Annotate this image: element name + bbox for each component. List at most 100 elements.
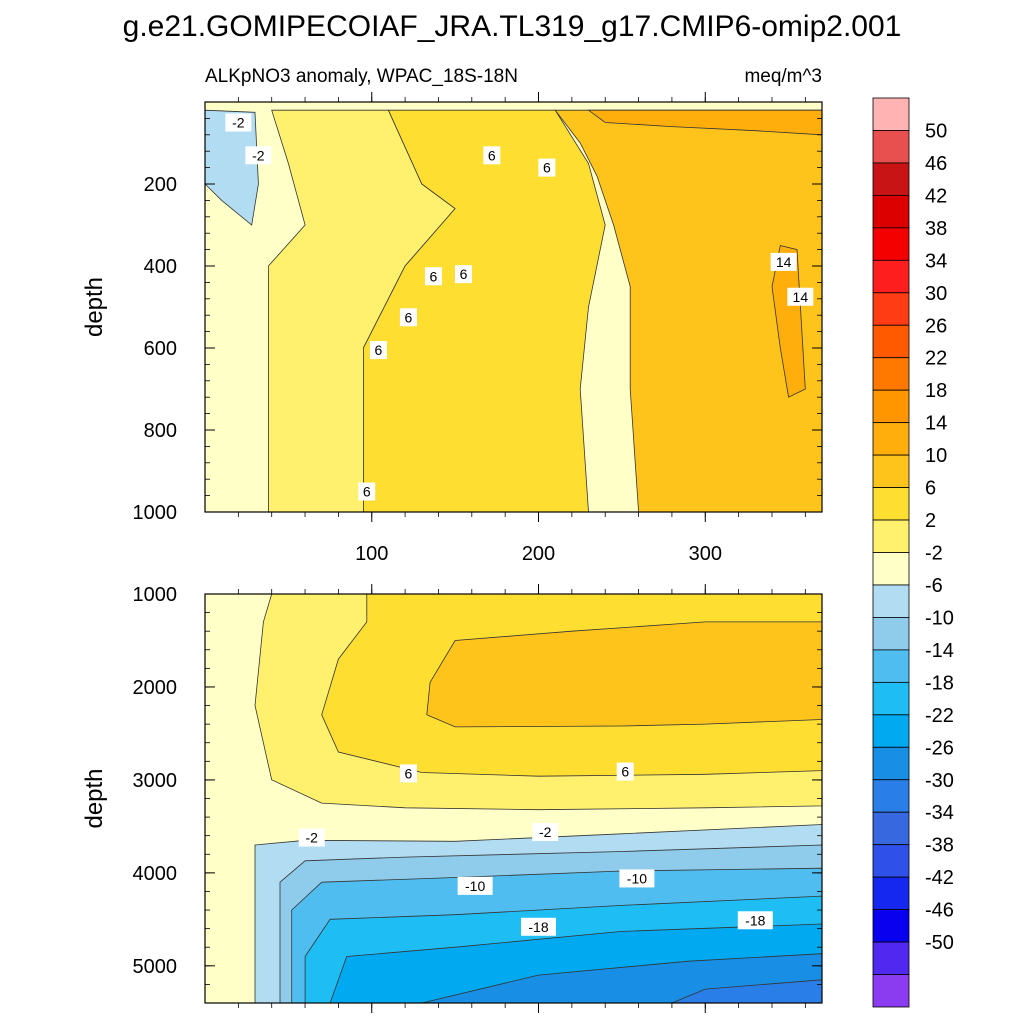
- contour-label: 6: [405, 765, 413, 781]
- colorbar-swatch: [872, 681, 910, 716]
- y-tick-label: 3000: [133, 770, 178, 792]
- subtitle-left: ALKpNO3 anomaly, WPAC_18S-18N: [205, 66, 518, 87]
- colorbar-swatch: [872, 162, 910, 196]
- colorbar-swatch: [872, 909, 910, 943]
- y-tick-label: 2000: [133, 677, 178, 699]
- contour-region: [771, 245, 806, 398]
- colorbar-swatch: [872, 779, 910, 813]
- contour-label: 14: [793, 289, 809, 305]
- contour-label-bg: [358, 482, 376, 501]
- contour-region: [587, 109, 822, 136]
- colorbar-label: -46: [925, 900, 954, 922]
- colorbar-label: 14: [925, 413, 947, 435]
- colorbar-swatch: [872, 519, 910, 553]
- contour-label: 6: [363, 484, 371, 500]
- colorbar-swatch: [872, 259, 910, 294]
- contour-label: -2: [539, 824, 552, 840]
- contour-region: [426, 621, 822, 728]
- colorbar-swatch: [872, 194, 910, 229]
- colorbar-label: -26: [925, 737, 954, 759]
- x-tick-label: 300: [689, 543, 722, 565]
- y-axis-label: depth: [81, 277, 108, 337]
- contour-label: -2: [232, 115, 245, 131]
- contour-label-bg: [737, 911, 773, 930]
- contour-label-bg: [770, 252, 797, 271]
- subtitle-right: meq/m^3: [744, 66, 822, 87]
- contour-label-bg: [787, 287, 814, 306]
- colorbar-swatch: [872, 584, 910, 618]
- colorbar-swatch: [872, 422, 910, 456]
- contour-label-bg: [619, 869, 655, 888]
- colorbar-swatch: [872, 876, 910, 911]
- colorbar-label: -14: [925, 640, 954, 662]
- contour-label-bg: [424, 267, 442, 286]
- contour-label: -10: [465, 878, 485, 894]
- contour-label-bg: [225, 113, 252, 132]
- y-tick-label: 400: [144, 256, 177, 278]
- colorbar: 50 46 42 38 34 30 26 22 18 14 10 6 2 -2 -6 -10 -14 -18 -22…: [872, 97, 954, 1008]
- colorbar-label: -34: [925, 802, 954, 824]
- y-tick-label: 1000: [133, 502, 178, 524]
- colorbar-label: 42: [925, 185, 947, 207]
- contour-label: 6: [430, 268, 438, 284]
- contour-region: [671, 979, 822, 1003]
- y-tick-label: 4000: [133, 863, 178, 885]
- contour-label: 6: [488, 147, 496, 163]
- colorbar-swatch: [872, 811, 910, 846]
- contour-label: -2: [252, 147, 265, 163]
- contour-label: -18: [528, 919, 548, 935]
- colorbar-swatch: [872, 130, 910, 164]
- contour-label: 6: [375, 342, 383, 358]
- colorbar-swatch: [872, 97, 910, 131]
- y-tick-label: 600: [144, 338, 177, 360]
- contour-label: 14: [776, 254, 792, 270]
- colorbar-label: 34: [925, 250, 947, 272]
- x-tick-label: 100: [355, 543, 388, 565]
- contour-label-bg: [532, 822, 559, 841]
- colorbar-swatch: [872, 941, 910, 975]
- lower-panel: 1000 2000 3000 4000 5000 depth 6 6 -2 -2 -10 -10 -18…: [81, 584, 823, 1013]
- colorbar-label: -18: [925, 672, 954, 694]
- colorbar-label: -22: [925, 705, 954, 727]
- contour-label-bg: [298, 828, 325, 847]
- colorbar-label: -10: [925, 607, 954, 629]
- y-tick-label: 5000: [133, 956, 178, 978]
- contour-label-bg: [483, 146, 501, 165]
- colorbar-label: -30: [925, 770, 954, 792]
- contour-label-bg: [538, 158, 556, 177]
- contour-label-bg: [521, 917, 557, 936]
- contour-label-bg: [457, 876, 493, 895]
- colorbar-label: -50: [925, 932, 954, 954]
- contour-region: [205, 109, 259, 226]
- contour-label: 6: [460, 266, 468, 282]
- colorbar-label: -6: [925, 575, 943, 597]
- filled-contours: [205, 109, 822, 512]
- colorbar-swatch: [872, 746, 910, 781]
- colorbar-swatch: [872, 649, 910, 683]
- colorbar-swatch: [872, 552, 910, 586]
- contour-label-bg: [454, 265, 472, 284]
- colorbar-label: -38: [925, 835, 954, 857]
- contour-label-bg: [369, 341, 387, 360]
- x-tick-label: 200: [522, 543, 555, 565]
- plot-frame: [204, 101, 823, 513]
- upper-panel: 200 400 600 800 1000 100 200 300 depth -2 -2 6 6 6 6 6 6…: [81, 92, 823, 565]
- y-tick-label: 1000: [133, 584, 178, 606]
- contour-label-bg: [399, 308, 417, 327]
- colorbar-swatch: [872, 324, 910, 359]
- colorbar-label: 26: [925, 315, 947, 337]
- y-tick-label: 800: [144, 420, 177, 442]
- y-tick-label: 200: [144, 174, 177, 196]
- contour-label-bg: [616, 762, 634, 781]
- colorbar-swatch: [872, 844, 910, 878]
- contour-label: 6: [621, 764, 629, 780]
- filled-contours: [254, 594, 822, 1003]
- colorbar-swatch: [872, 357, 910, 391]
- colorbar-swatch: [872, 974, 910, 1008]
- contour-label: 6: [405, 309, 413, 325]
- colorbar-label: 22: [925, 348, 947, 370]
- colorbar-swatch: [872, 617, 910, 651]
- contour-label: -18: [745, 912, 765, 928]
- colorbar-label: -2: [925, 543, 943, 565]
